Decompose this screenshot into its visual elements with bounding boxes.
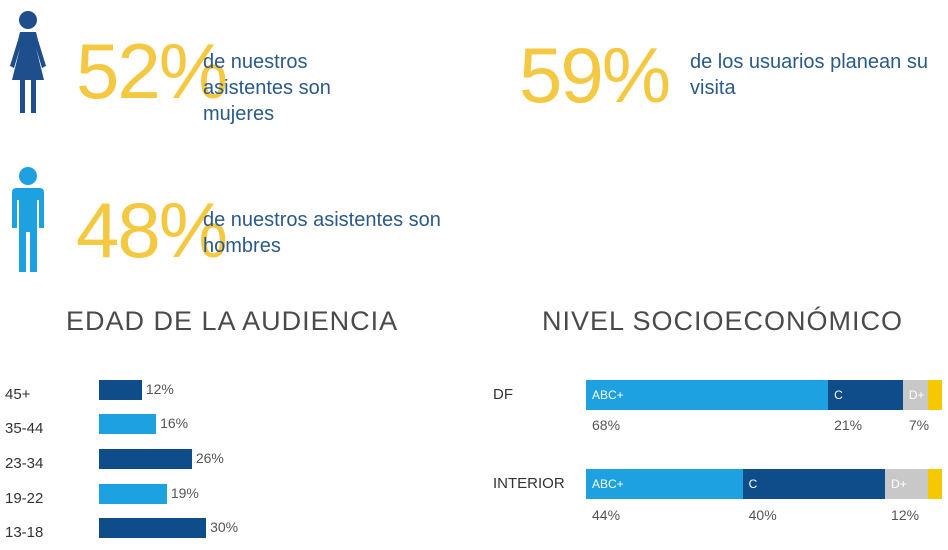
nse-value-label: 40% xyxy=(748,507,777,523)
age-value-label: 16% xyxy=(160,415,189,431)
women-description: de nuestros asistentes son mujeres xyxy=(203,51,331,125)
nse-value-label: 7% xyxy=(908,417,930,433)
age-bar xyxy=(99,518,207,538)
nse-segment: C xyxy=(742,469,886,499)
nse-segment-label: D+ xyxy=(908,388,925,402)
age-chart: 45+ 12% 35-44 16% 23-34 26% 19-22 19% 13-18 30% xyxy=(0,370,460,550)
age-category-label: 35-44 xyxy=(5,420,44,437)
nse-category-label: DF xyxy=(493,386,513,403)
planning-percent: 59% xyxy=(519,31,671,119)
nse-value-label: 44% xyxy=(592,507,621,523)
age-bar xyxy=(99,449,192,469)
nse-segment xyxy=(927,469,942,499)
woman-icon xyxy=(10,11,46,113)
age-value-label: 12% xyxy=(145,381,174,397)
age-category-label: 45+ xyxy=(5,386,31,403)
nse-value-label: 12% xyxy=(891,507,920,523)
age-category-label: 13-18 xyxy=(5,524,44,541)
nse-segment-label: ABC+ xyxy=(592,477,624,491)
age-value-label: 30% xyxy=(210,519,239,535)
age-bar xyxy=(99,414,157,434)
age-category-label: 23-34 xyxy=(5,455,44,472)
age-category-label: 19-22 xyxy=(5,490,44,507)
age-value-label: 19% xyxy=(170,485,199,501)
nse-segment: ABC+ xyxy=(586,469,743,499)
men-description: de nuestros asistentes son hombres xyxy=(203,209,441,257)
nse-value-label: 21% xyxy=(834,417,863,433)
nse-segment-label: D+ xyxy=(891,477,907,491)
nse-segment-label: ABC+ xyxy=(592,388,624,402)
nse-chart-title: NIVEL SOCIOECONÓMICO xyxy=(542,306,904,336)
nse-segment: C xyxy=(828,380,903,410)
nse-segment-label: C xyxy=(748,477,758,491)
nse-segment: D+ xyxy=(885,469,928,499)
age-bar xyxy=(99,484,167,504)
nse-segment: ABC+ xyxy=(586,380,829,410)
age-chart-title: EDAD DE LA AUDIENCIA xyxy=(66,306,399,336)
nse-segment xyxy=(927,380,942,410)
age-bar xyxy=(99,380,142,400)
nse-segment-label: C xyxy=(834,388,843,402)
nse-category-label: INTERIOR xyxy=(493,475,565,492)
men-percent: 48% xyxy=(76,186,228,274)
women-percent: 52% xyxy=(76,27,228,115)
nse-chart: DF ABC+ 68% C 21% D+ 7% INTERIOR ABC+ 44% C 40% D+ 12… xyxy=(480,370,948,540)
age-value-label: 26% xyxy=(195,450,224,466)
nse-value-label: 68% xyxy=(592,417,621,433)
planning-description: de los usuarios planean su visita xyxy=(690,51,928,99)
nse-segment: D+ xyxy=(902,380,928,410)
man-icon xyxy=(12,167,44,272)
